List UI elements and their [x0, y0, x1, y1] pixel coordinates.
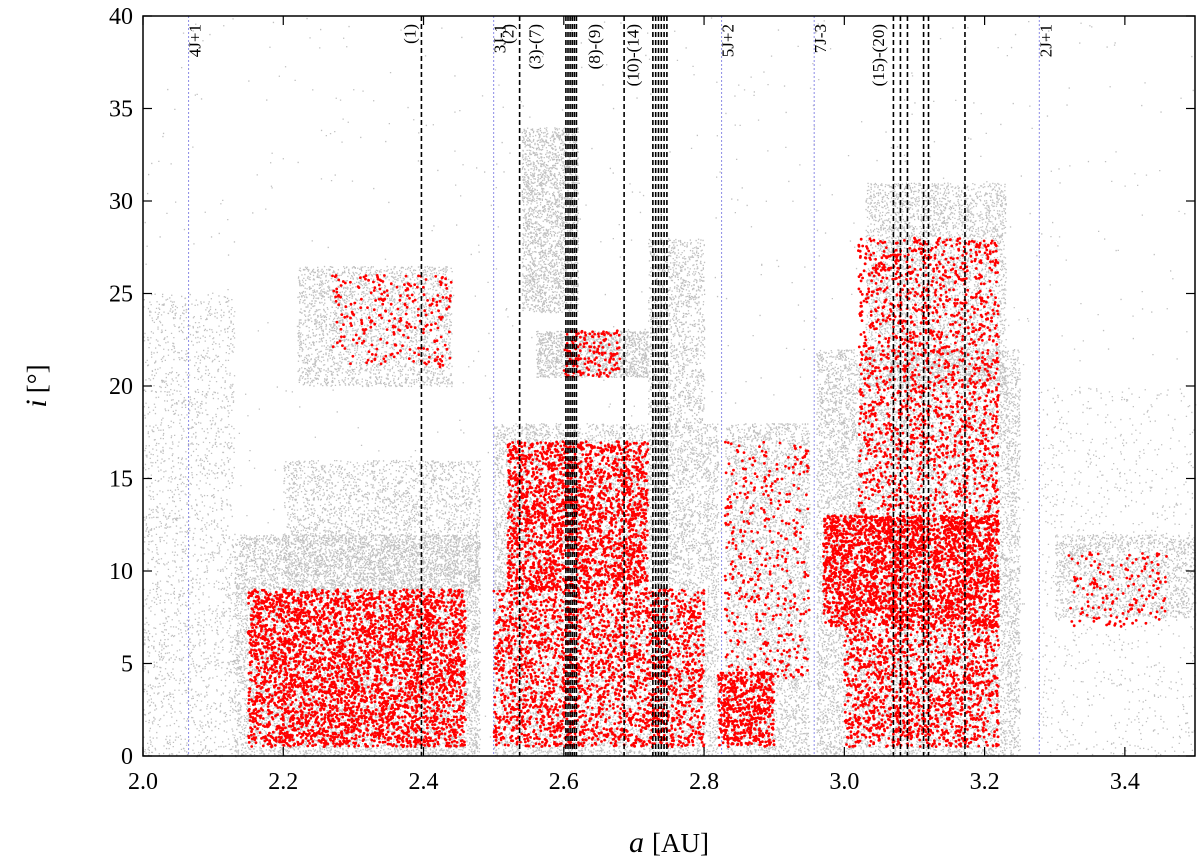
secular-resonance-label: (1)	[400, 24, 419, 44]
y-tick-label: 5	[121, 652, 133, 678]
background-asteroid-points	[143, 17, 1197, 758]
mmr-label: 7J-3	[811, 24, 830, 53]
y-axis-symbol: i	[20, 399, 53, 407]
secular-resonance-label: (3)-(7)	[525, 24, 544, 69]
x-axis-label: a [AU]	[629, 826, 709, 859]
y-tick-label: 25	[109, 282, 133, 308]
highlighted-asteroid-points	[246, 236, 1168, 749]
mmr-label: 5J+2	[719, 24, 738, 57]
y-tick-label: 30	[109, 189, 133, 215]
mmr-label: 2J+1	[1036, 24, 1055, 57]
x-tick-label: 3.4	[1110, 769, 1140, 795]
secular-resonance-label: (8)-(9)	[585, 24, 604, 69]
x-tick-label: 3.2	[970, 769, 1000, 795]
y-axis-unit: [°]	[22, 364, 52, 393]
x-axis-symbol: a	[629, 826, 644, 859]
highlighted-point-cloud	[246, 236, 1168, 749]
mmr-label: 3J-1	[491, 24, 510, 53]
x-tick-label: 2.4	[409, 769, 439, 795]
y-tick-label: 10	[109, 559, 133, 585]
y-tick-label: 35	[109, 97, 133, 123]
y-tick-label: 15	[109, 467, 133, 493]
plot-area: 4J+1 3J-1 5J+2 7J-3 2J+1 (1) (2) (3)-(7) (8)-(9)…	[143, 16, 1197, 758]
y-tick-label: 0	[121, 744, 133, 770]
mmr-label: 4J+1	[186, 24, 205, 57]
tick-marks	[142, 15, 1195, 757]
x-tick-label: 2.0	[128, 769, 158, 795]
secular-resonance-label: (15)-(20)	[869, 24, 888, 86]
secular-resonance-label: (2)	[499, 24, 518, 44]
x-tick-label: 2.8	[689, 769, 719, 795]
y-tick-label: 20	[109, 374, 133, 400]
tick-labels: 2.0 2.2 2.4 2.6 2.8 3.0 3.2 3.4 0 5 10 15 20 25 30 35 40	[109, 4, 1140, 795]
y-tick-label: 40	[109, 4, 133, 30]
y-axis-label: i [°]	[20, 364, 53, 407]
x-tick-label: 3.0	[829, 769, 859, 795]
x-tick-label: 2.2	[268, 769, 298, 795]
x-tick-label: 2.6	[549, 769, 579, 795]
secular-resonance-label: (10)-(14)	[623, 24, 642, 86]
x-axis-unit: [AU]	[652, 828, 709, 858]
